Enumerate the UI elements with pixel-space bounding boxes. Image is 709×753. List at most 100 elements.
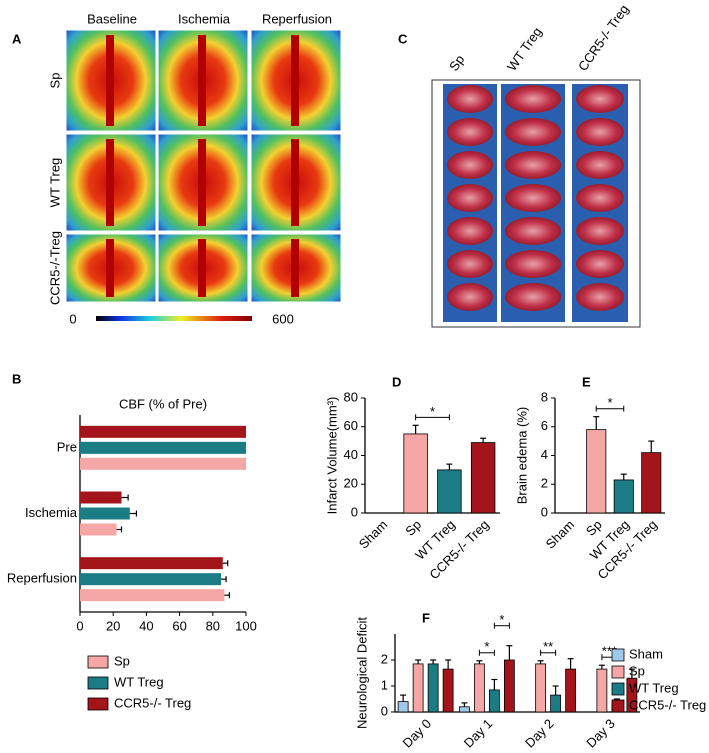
bar bbox=[473, 663, 485, 713]
y-tick-label: 4 bbox=[541, 447, 548, 462]
legend-swatch bbox=[87, 655, 109, 669]
x-tick-label: Day 2 bbox=[522, 716, 557, 748]
y-tick-label: 20 bbox=[344, 476, 358, 491]
legend-swatch bbox=[611, 682, 625, 696]
brain-slice bbox=[505, 151, 561, 179]
brain-slice bbox=[505, 217, 561, 245]
bar bbox=[437, 469, 462, 514]
x-tick-label: Sham bbox=[543, 517, 578, 552]
y-tick-label: 80 bbox=[344, 389, 358, 404]
panel-label: C bbox=[398, 31, 408, 46]
y-tick-label: 8 bbox=[541, 389, 548, 404]
bar bbox=[586, 429, 607, 514]
x-tick-label: 40 bbox=[139, 618, 153, 633]
significance-label: ** bbox=[543, 639, 553, 654]
legend-swatch bbox=[611, 648, 625, 662]
brain-slice bbox=[576, 118, 624, 146]
bar bbox=[80, 573, 222, 586]
bar bbox=[397, 701, 409, 713]
midline bbox=[198, 35, 206, 126]
bar bbox=[488, 689, 500, 713]
column-header: Ischemia bbox=[178, 11, 231, 26]
brain-slice bbox=[447, 118, 493, 146]
brain-slice bbox=[447, 85, 493, 113]
midline bbox=[106, 35, 114, 126]
brain-slice bbox=[576, 151, 624, 179]
y-tick-label: 0 bbox=[351, 504, 358, 519]
y-tick-label: 2 bbox=[541, 476, 548, 491]
x-tick-label: Day 3 bbox=[583, 716, 618, 748]
y-tick-label: 60 bbox=[344, 418, 358, 433]
bar bbox=[596, 668, 608, 713]
bar bbox=[535, 663, 547, 713]
brain-slice bbox=[505, 184, 561, 212]
legend-label: CCR5-/- Treg bbox=[629, 697, 706, 712]
legend-label: WT Treg bbox=[114, 674, 164, 689]
bar bbox=[80, 589, 225, 602]
x-tick-label: Day 0 bbox=[400, 716, 435, 748]
bar bbox=[470, 442, 496, 514]
legend-swatch bbox=[87, 676, 109, 690]
y-axis-label: Brain edema (%) bbox=[514, 407, 529, 505]
bar bbox=[427, 663, 439, 713]
bar bbox=[80, 441, 246, 454]
midline bbox=[106, 239, 114, 297]
chart-title: CBF (% of Pre) bbox=[119, 396, 207, 411]
bar bbox=[80, 425, 246, 438]
x-tick-label: Day 1 bbox=[461, 716, 496, 748]
column-header: Reperfusion bbox=[262, 11, 332, 26]
x-tick-label: Sham bbox=[356, 517, 391, 552]
column-header: Sp bbox=[446, 52, 467, 74]
y-tick-label: 0 bbox=[381, 703, 388, 718]
bar bbox=[613, 479, 634, 514]
bar bbox=[80, 523, 117, 536]
midline bbox=[198, 139, 206, 226]
brain-slice bbox=[505, 118, 561, 146]
y-axis-label: Neurological Deficit bbox=[354, 617, 369, 729]
x-tick-label: 0 bbox=[76, 618, 83, 633]
legend-swatch bbox=[611, 699, 625, 713]
legend-label: WT Treg bbox=[629, 680, 679, 695]
x-tick-label: Sp bbox=[583, 517, 605, 539]
bar bbox=[403, 433, 428, 514]
bar bbox=[412, 663, 424, 713]
brain-slice bbox=[447, 217, 493, 245]
y-tick-label: 1 bbox=[381, 677, 388, 692]
column-header: CCR5-/- Treg bbox=[575, 2, 632, 74]
bar bbox=[550, 694, 562, 713]
row-header: WT Treg bbox=[47, 158, 62, 208]
y-tick-label: Ischemia bbox=[25, 505, 78, 520]
bar bbox=[80, 491, 122, 504]
y-tick-label: 0 bbox=[541, 504, 548, 519]
brain-slice bbox=[576, 250, 624, 278]
brain-slice bbox=[576, 184, 624, 212]
bar bbox=[80, 557, 223, 570]
bar bbox=[641, 452, 662, 514]
bar bbox=[80, 457, 246, 470]
brain-slice bbox=[576, 217, 624, 245]
legend-label: CCR5-/- Treg bbox=[114, 695, 191, 710]
brain-slice bbox=[505, 250, 561, 278]
row-header: Sp bbox=[47, 73, 62, 89]
x-tick-label: 80 bbox=[206, 618, 220, 633]
y-tick-label: 6 bbox=[541, 418, 548, 433]
brain-slice bbox=[447, 151, 493, 179]
brain-slice bbox=[505, 85, 561, 113]
brain-slice bbox=[576, 85, 624, 113]
brain-slice bbox=[576, 283, 624, 311]
x-tick-label: Sp bbox=[402, 517, 424, 539]
significance-label: * bbox=[484, 639, 489, 654]
x-tick-label: 20 bbox=[106, 618, 120, 633]
midline bbox=[291, 239, 299, 297]
midline bbox=[198, 239, 206, 297]
brain-slice bbox=[447, 184, 493, 212]
y-tick-label: Pre bbox=[57, 439, 77, 454]
x-tick-label: 60 bbox=[172, 618, 186, 633]
bar bbox=[442, 668, 454, 713]
bar bbox=[565, 668, 577, 713]
legend-label: Sp bbox=[629, 663, 645, 678]
colorbar bbox=[96, 316, 252, 321]
y-tick-label: Reperfusion bbox=[7, 571, 77, 586]
